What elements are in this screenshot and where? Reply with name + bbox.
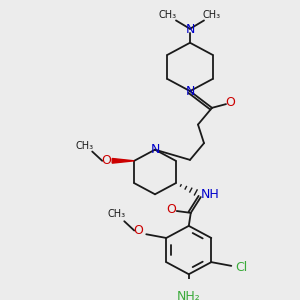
Text: CH₃: CH₃ bbox=[159, 10, 177, 20]
Text: CH₃: CH₃ bbox=[75, 141, 93, 151]
Text: N: N bbox=[150, 143, 160, 156]
Text: NH₂: NH₂ bbox=[177, 290, 201, 300]
Text: Cl: Cl bbox=[235, 261, 248, 274]
Text: O: O bbox=[166, 203, 176, 216]
Text: O: O bbox=[101, 154, 111, 167]
Text: CH₃: CH₃ bbox=[107, 209, 125, 219]
Text: CH₃: CH₃ bbox=[203, 10, 221, 20]
Text: N: N bbox=[185, 23, 195, 36]
Text: O: O bbox=[225, 96, 235, 109]
Text: O: O bbox=[133, 224, 143, 237]
Polygon shape bbox=[112, 158, 134, 163]
Text: N: N bbox=[185, 85, 195, 98]
Text: NH: NH bbox=[200, 188, 219, 201]
